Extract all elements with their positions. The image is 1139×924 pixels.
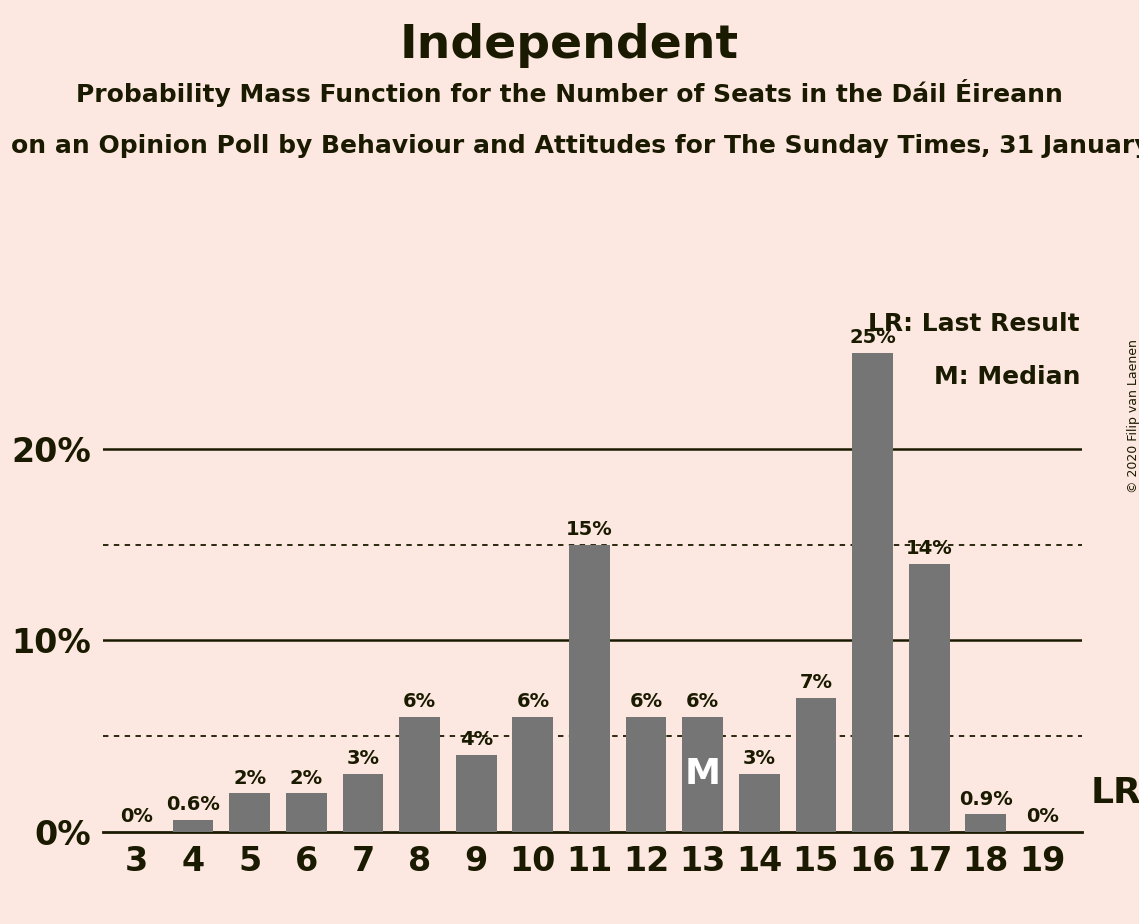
Text: © 2020 Filip van Laenen: © 2020 Filip van Laenen [1126,339,1139,492]
Bar [229,794,270,832]
Text: M: M [685,757,721,791]
Bar [625,717,666,832]
Text: 6%: 6% [630,692,663,711]
Bar [286,794,327,832]
Text: 6%: 6% [516,692,549,711]
Bar [456,755,497,832]
Text: 0%: 0% [120,807,153,826]
Text: 0%: 0% [1026,807,1059,826]
Bar [343,774,384,832]
Bar [795,698,836,832]
Bar [570,544,609,832]
Bar [399,717,440,832]
Text: on an Opinion Poll by Behaviour and Attitudes for The Sunday Times, 31 January–1: on an Opinion Poll by Behaviour and Atti… [11,134,1139,158]
Bar [739,774,780,832]
Text: Independent: Independent [400,23,739,68]
Text: 25%: 25% [850,328,896,347]
Bar [852,353,893,832]
Bar [966,814,1006,832]
Bar [909,564,950,832]
Text: Probability Mass Function for the Number of Seats in the Dáil Éireann: Probability Mass Function for the Number… [76,79,1063,106]
Text: 4%: 4% [460,730,493,749]
Bar [513,717,554,832]
Text: LR: LR [1090,776,1139,810]
Text: 15%: 15% [566,520,613,539]
Text: 0.6%: 0.6% [166,796,220,814]
Text: 3%: 3% [743,749,776,769]
Bar [173,821,213,832]
Text: 3%: 3% [346,749,379,769]
Text: 7%: 7% [800,673,833,692]
Text: 6%: 6% [403,692,436,711]
Text: 2%: 2% [289,769,323,787]
Text: 0.9%: 0.9% [959,790,1013,808]
Text: LR: Last Result: LR: Last Result [868,311,1080,335]
Text: 2%: 2% [233,769,267,787]
Text: 14%: 14% [906,539,952,558]
Text: 6%: 6% [686,692,719,711]
Bar [682,717,723,832]
Text: M: Median: M: Median [934,365,1080,389]
